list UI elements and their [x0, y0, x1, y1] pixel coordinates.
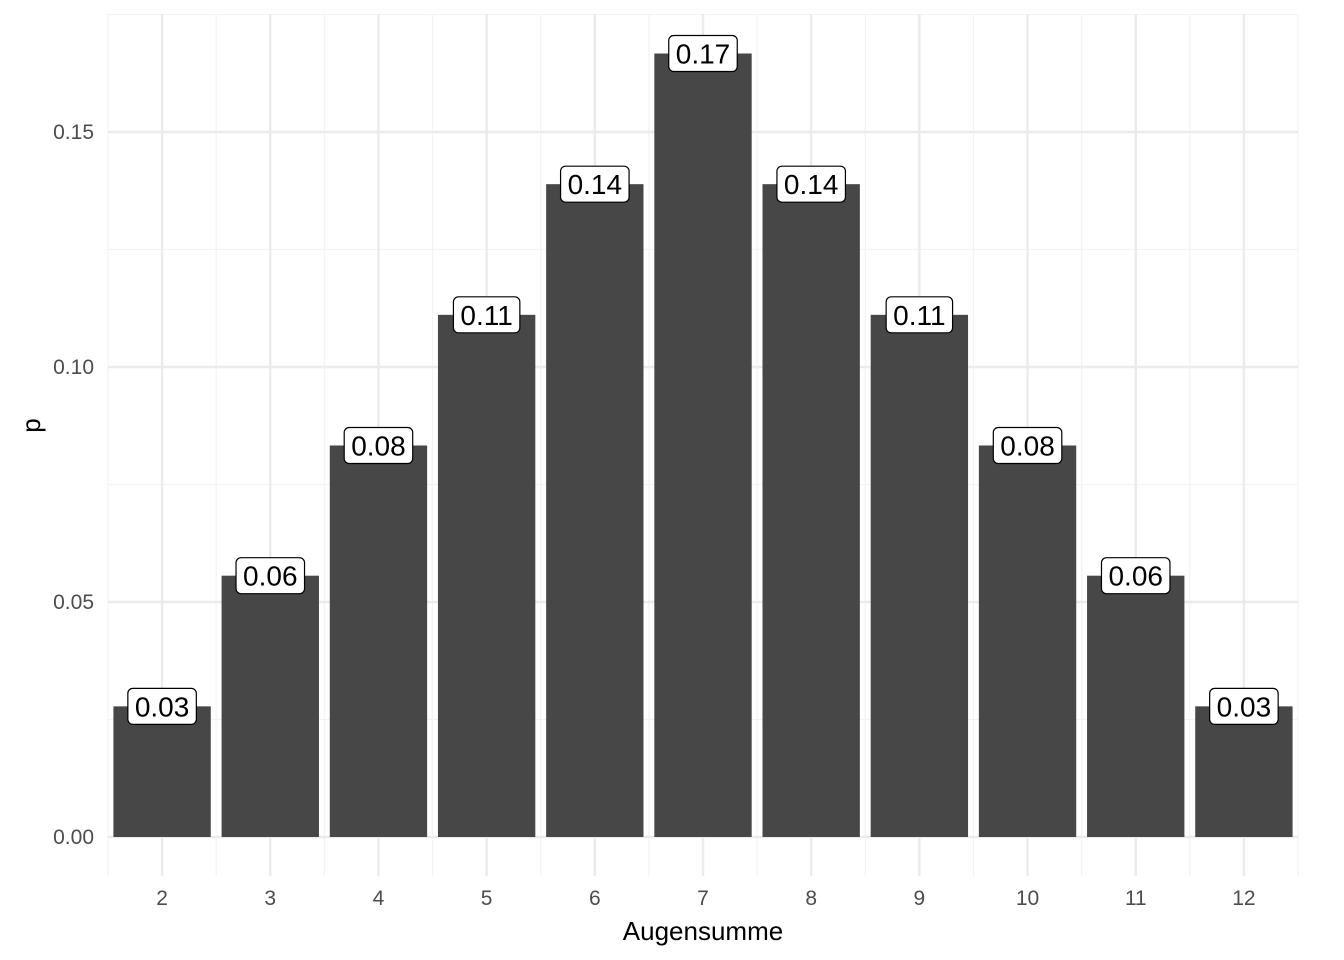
data-label-box [452, 296, 521, 334]
data-label-text: 0.03 [135, 691, 190, 722]
bars [113, 53, 1293, 838]
y-tick-label: 0.00 [53, 826, 94, 849]
data-label-text: 0.14 [784, 169, 839, 200]
x-axis-ticks: 2 3 4 5 6 7 8 9 10 11 12 [156, 887, 1255, 910]
y-tick-label: 0.10 [53, 356, 94, 379]
data-label-box [885, 296, 954, 334]
x-tick-label: 12 [1232, 887, 1255, 910]
bar-7 [654, 53, 752, 837]
data-label-11: 0.06 [1100, 557, 1171, 595]
x-axis-title: Augensumme [623, 916, 783, 946]
x-tick-label: 2 [156, 887, 168, 910]
bar-12 [1195, 706, 1293, 837]
data-label-box [559, 165, 630, 203]
data-label-text: 0.11 [460, 300, 512, 331]
data-label-box [1100, 557, 1171, 595]
data-labels: 0.03 0.06 0.08 0.11 0.14 0.17 0.14 0.11 0.08 0.06… [127, 34, 1279, 725]
y-tick-label: 0.15 [53, 121, 94, 144]
data-label-box [668, 34, 738, 73]
y-axis-ticks: 0.00 0.05 0.10 0.15 [53, 121, 94, 849]
bar-8 [762, 184, 860, 838]
bar-5 [437, 314, 536, 838]
data-label-text: 0.03 [1217, 691, 1272, 722]
bar-2 [113, 706, 211, 837]
x-tick-label: 10 [1016, 887, 1039, 910]
bar-9 [870, 314, 969, 838]
x-tick-label: 3 [264, 887, 276, 910]
data-label-text: 0.17 [676, 39, 731, 70]
x-tick-label: 7 [697, 887, 709, 910]
x-tick-label: 5 [481, 887, 493, 910]
x-tick-label: 6 [589, 887, 601, 910]
data-label-text: 0.11 [893, 300, 945, 331]
data-label-7: 0.17 [668, 34, 738, 73]
y-tick-label: 0.05 [53, 591, 94, 614]
data-label-2: 0.03 [127, 687, 197, 725]
data-label-text: 0.08 [1000, 430, 1055, 461]
data-label-box [343, 426, 414, 465]
x-tick-label: 4 [373, 887, 385, 910]
data-label-8: 0.14 [776, 165, 847, 203]
data-label-4: 0.08 [343, 426, 414, 465]
bar-4 [329, 445, 428, 837]
data-label-text: 0.06 [1108, 561, 1163, 592]
data-label-6: 0.14 [559, 165, 630, 203]
x-tick-label: 8 [805, 887, 817, 910]
data-label-box [776, 165, 847, 203]
data-label-box [235, 557, 306, 595]
data-label-3: 0.06 [235, 557, 306, 595]
data-label-12: 0.03 [1209, 687, 1279, 725]
bar-6 [546, 184, 644, 838]
data-label-box [1209, 687, 1279, 725]
data-label-5: 0.11 [452, 296, 521, 334]
data-label-box [127, 687, 197, 725]
data-label-10: 0.08 [992, 426, 1063, 465]
x-tick-label: 9 [914, 887, 926, 910]
data-label-9: 0.11 [885, 296, 954, 334]
data-label-text: 0.06 [243, 561, 298, 592]
y-axis-title: p [16, 418, 46, 432]
x-tick-label: 11 [1125, 887, 1147, 910]
bar-11 [1087, 575, 1185, 837]
data-label-text: 0.08 [351, 430, 406, 461]
bar-3 [221, 575, 319, 837]
data-label-box [992, 426, 1063, 465]
bar-10 [978, 445, 1077, 837]
data-label-text: 0.14 [568, 169, 623, 200]
